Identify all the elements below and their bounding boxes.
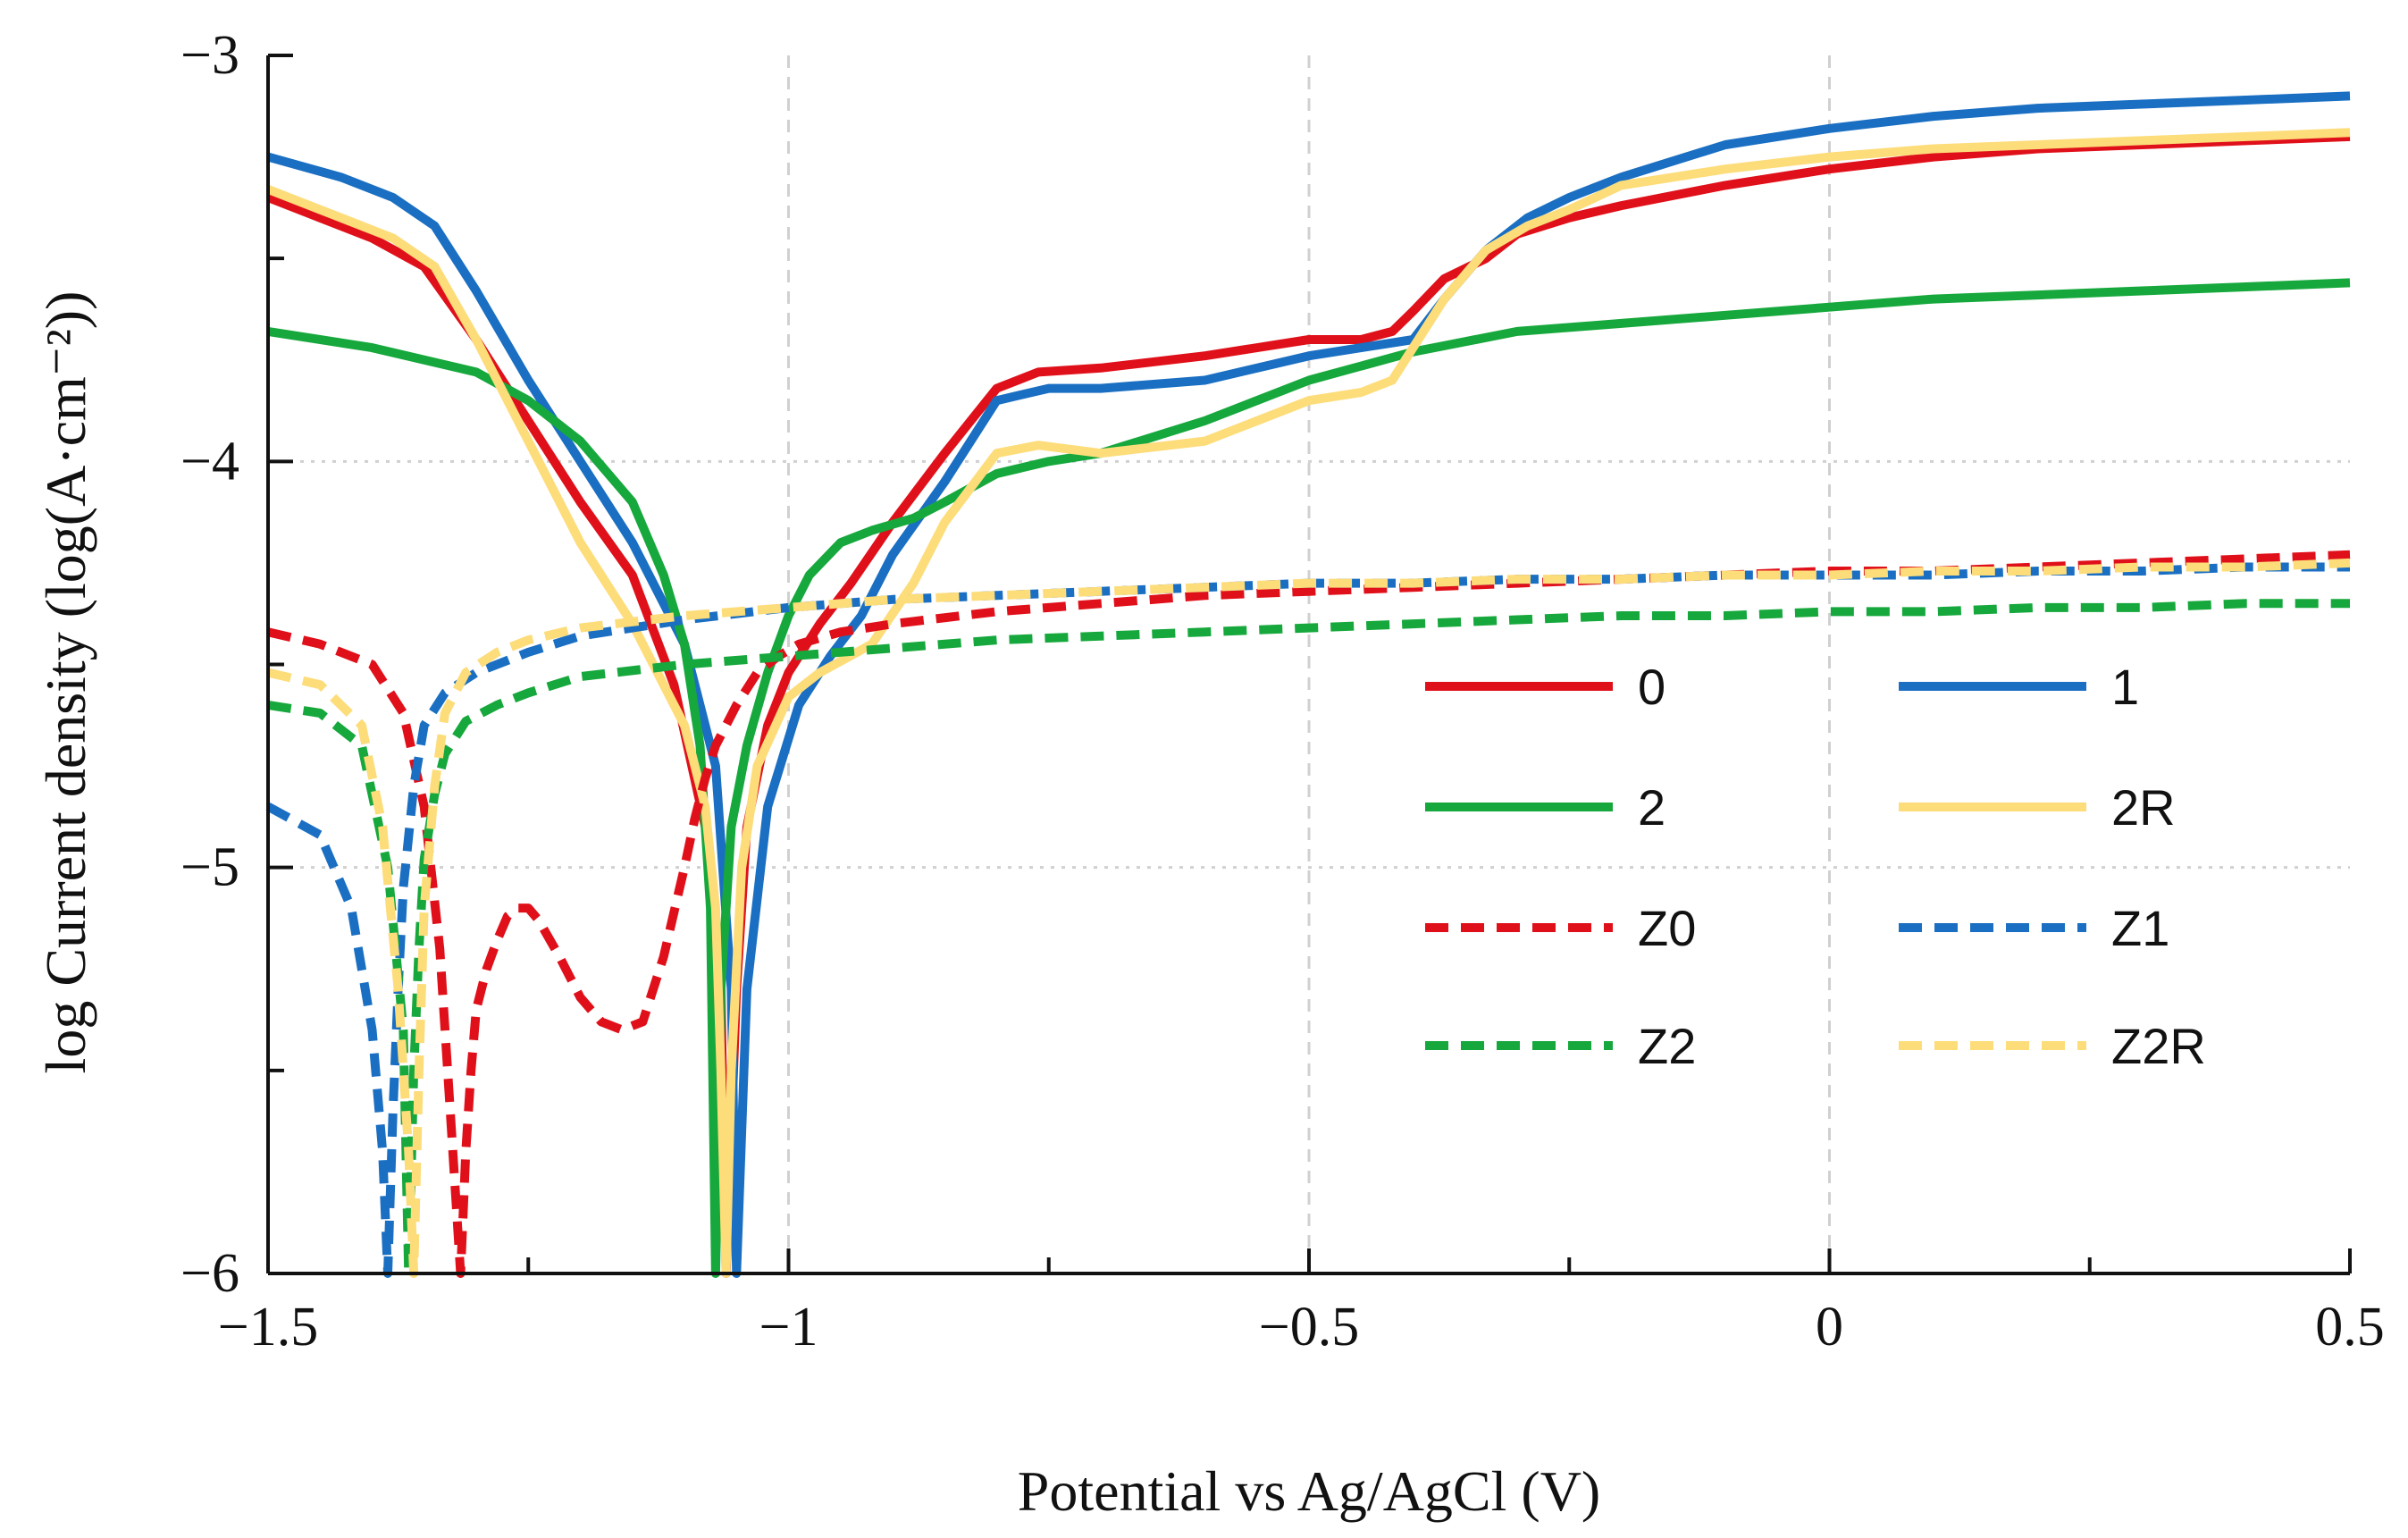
- series-line-2: [267, 278, 2351, 1278]
- y-axis-title: log Current density (log(A·cm⁻²)): [34, 291, 97, 1074]
- y-tick-label: −3: [180, 25, 239, 86]
- y-tick-label: −4: [180, 431, 239, 492]
- x-axis-title: Potential vs Ag/AgCl (V): [1018, 1459, 1600, 1523]
- x-tick-label: −1: [759, 1297, 818, 1357]
- series-line-0: [266, 131, 2351, 1278]
- series-line-1: [266, 91, 2351, 1278]
- legend-label-z1: Z1: [2111, 900, 2169, 956]
- series-line-z2: [267, 599, 2350, 1278]
- legend-label-2r: 2R: [2111, 779, 2176, 836]
- legend-label-z2r: Z2R: [2111, 1018, 2206, 1074]
- x-tick-label: 0.5: [2315, 1297, 2385, 1357]
- x-tick-label: −1.5: [218, 1297, 318, 1357]
- x-tick-label: 0: [1816, 1297, 1843, 1357]
- axes-layer: −1.5 −1 −0.5 0 0.5 −6 −5 −4 −3: [180, 25, 2385, 1357]
- legend-label-z0: Z0: [1638, 900, 1696, 956]
- legend: 0 1 2 2R Z0 Z1 Z2 Z2R: [1425, 659, 2206, 1074]
- grid-layer: [268, 55, 2350, 1273]
- y-tick-label: −5: [180, 837, 239, 898]
- series-line-z2r: [266, 558, 2351, 1278]
- legend-label-2: 2: [1638, 779, 1665, 836]
- series-layer: [265, 91, 2351, 1278]
- legend-label-0: 0: [1638, 659, 1665, 715]
- x-tick-label: −0.5: [1259, 1297, 1359, 1357]
- y-tick-label: −6: [180, 1243, 239, 1304]
- legend-label-1: 1: [2111, 659, 2139, 715]
- legend-label-z2: Z2: [1638, 1018, 1696, 1074]
- series-line-2r: [266, 128, 2351, 1278]
